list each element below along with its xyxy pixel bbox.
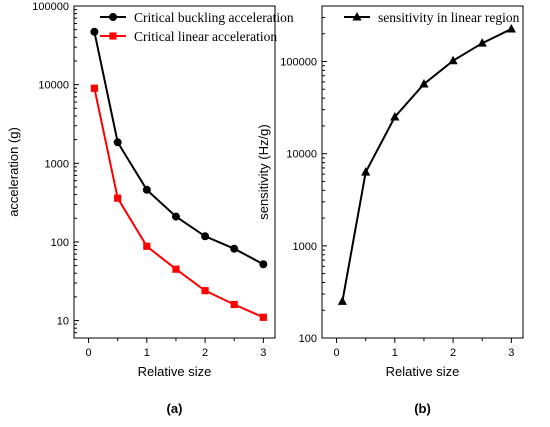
data-point [142,185,151,194]
x-axis-a: 0 1 2 3 [86,338,266,359]
legend-entry: sensitivity in linear region [378,10,520,25]
series-line-1 [93,31,264,266]
data-point [337,296,347,305]
panel-b: 100 1000 10000 100000 0 1 2 3 sensitivity in l… [256,5,524,416]
x-tick-label: 0 [334,347,340,359]
y-tick-label: 10000 [38,80,69,92]
legend-entry: Critical linear acceleration [134,29,277,44]
x-tick-label: 0 [86,347,92,359]
x-tick-label: 3 [508,347,514,359]
data-point [259,313,267,321]
x-tick-label: 1 [392,347,398,359]
y-axis-a: 10 100 1000 10000 100000 [32,1,79,339]
plot-frame-b [321,5,524,339]
x-axis-title-a: Relative size [138,364,212,379]
y-tick-label: 10 [57,316,69,328]
plot-frame-a [73,5,276,339]
y-axis-title-a: acceleration (g) [6,127,21,217]
legend-b: sensitivity in linear region [344,10,520,25]
series-group-a [90,27,268,321]
data-point [230,300,238,309]
data-point [361,167,371,176]
data-point [419,78,429,88]
legend-marker [109,13,117,21]
data-point [259,260,268,269]
y-tick-label: 100000 [280,56,317,68]
panel-a: 10 100 1000 10000 100000 0 1 2 3 Critical buckl… [6,1,294,416]
series-line-1 [341,28,512,302]
data-point [201,232,210,241]
x-tick-label: 3 [260,347,266,359]
data-point [171,212,180,221]
x-tick-label: 1 [144,347,150,359]
data-point [477,38,487,47]
data-point [390,111,400,121]
y-tick-label: 100 [51,237,69,249]
legend-marker [352,12,362,21]
panel-label-a: (a) [167,401,183,416]
y-tick-label: 100 [299,333,317,345]
data-point [201,287,209,295]
legend-marker [109,32,117,40]
data-point [90,84,98,92]
data-point [230,244,239,253]
series-line-2 [93,87,264,319]
data-point [114,194,122,202]
y-axis-b: 100 1000 10000 100000 [280,5,327,345]
data-point [506,24,516,33]
y-tick-label: 1000 [45,158,69,170]
y-tick-label: 10000 [286,149,317,161]
legend-a: Critical buckling acceleration Critical l… [100,10,294,44]
data-point [172,265,180,273]
data-point [90,27,99,36]
x-axis-title-b: Relative size [386,364,460,379]
data-point [143,242,151,250]
panel-label-b: (b) [414,401,431,416]
x-tick-label: 2 [450,347,456,359]
y-tick-label: 1000 [293,241,317,253]
x-tick-label: 2 [202,347,208,359]
x-axis-b: 0 1 2 3 [334,338,514,359]
y-tick-label: 100000 [32,1,69,13]
series-group-b [337,24,516,305]
data-point [448,55,458,65]
legend-entry: Critical buckling acceleration [134,10,294,25]
y-axis-title-b: sensitivity (Hz/g) [256,124,271,219]
data-point [113,138,122,147]
